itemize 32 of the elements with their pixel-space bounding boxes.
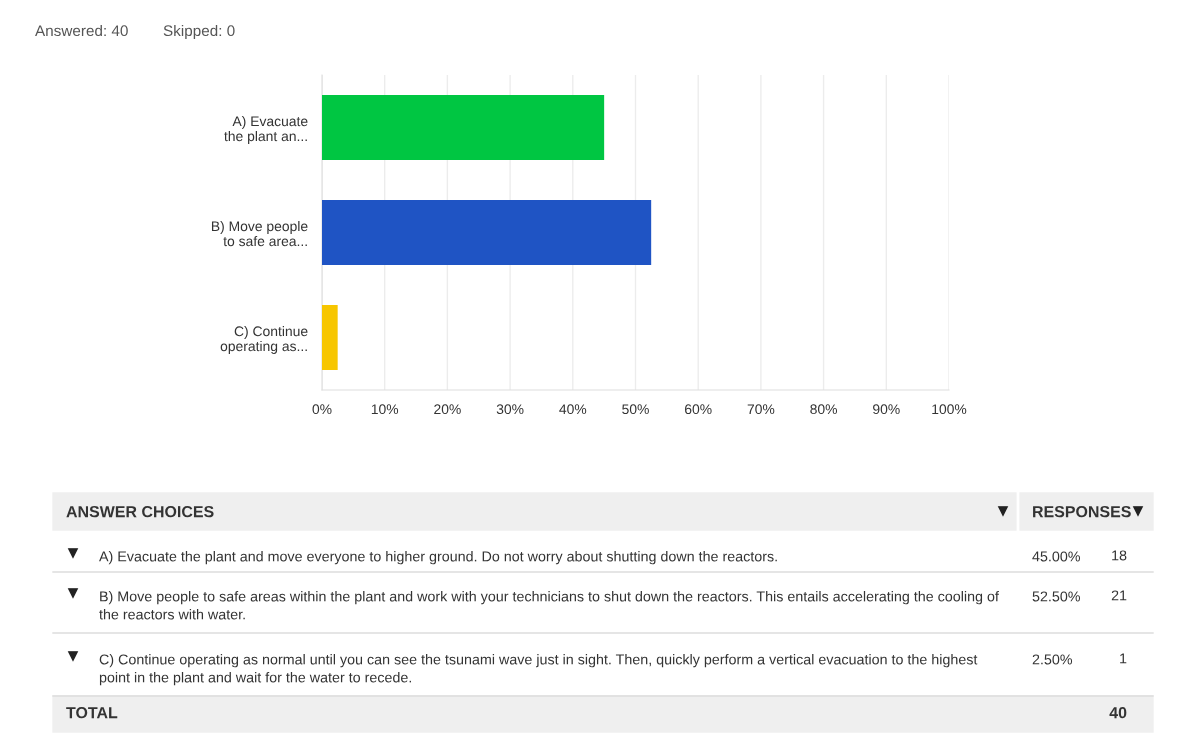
bar	[322, 199, 652, 266]
text: RESPONSES	[1033, 505, 1131, 518]
text: ANSWER CHOICES	[66, 505, 214, 518]
x-tick-label: 20%	[434, 404, 461, 415]
y-tick-label: C) Continue operating as...	[220, 325, 308, 354]
text: 18	[1112, 550, 1127, 561]
x-tick-label: 90%	[873, 404, 900, 415]
x-tick-label: 100%	[932, 404, 967, 415]
y-tick-label: B) Move people to safe area...	[211, 220, 308, 247]
text: 52.50%	[1032, 591, 1081, 602]
x-tick-label: 60%	[685, 404, 712, 415]
bar	[322, 304, 338, 371]
x-tick-label: 80%	[810, 404, 838, 415]
x-tick-label: 40%	[559, 404, 587, 415]
text: 21	[1111, 590, 1127, 601]
text: 2.50%	[1032, 654, 1073, 665]
text: 45.00%	[1032, 551, 1081, 562]
x-tick-label: 30%	[496, 404, 524, 415]
text: B) Move people to safe areas within the plant and work with your technicians to shut down the reactors. This entails accelerating the cooling of the reactors with water.	[99, 591, 999, 620]
text: 1	[1120, 653, 1127, 664]
text: A) Evacuate the plant and move everyone to higher ground. Do not worry about shutting down the reactors.	[99, 551, 777, 565]
bar	[322, 94, 605, 161]
x-tick-label: 70%	[747, 404, 775, 415]
x-tick-label: 0%	[312, 404, 332, 415]
y-tick-label: A) Evacuate the plant an...	[224, 115, 308, 144]
x-tick-label: 10%	[371, 404, 399, 415]
text: C) Continue operating as normal until you can see the tsunami wave just in sight. Then, quickly perform a vertical evacuation to the highest point in the plant and wait for the water to recede.	[99, 654, 978, 686]
text: Answered: 40	[35, 24, 128, 37]
text: TOTAL	[66, 706, 118, 719]
text: 40	[1109, 706, 1127, 719]
text: Skipped: 0	[163, 24, 235, 40]
x-tick-label: 50%	[622, 404, 649, 415]
